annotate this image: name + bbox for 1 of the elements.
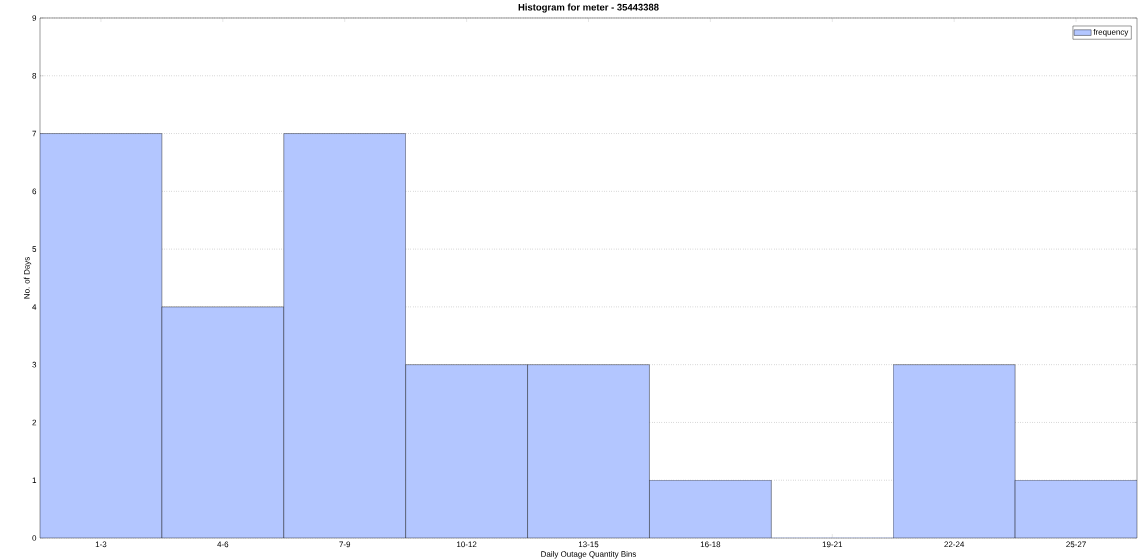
chart-title: Histogram for meter - 35443388 — [518, 3, 659, 13]
